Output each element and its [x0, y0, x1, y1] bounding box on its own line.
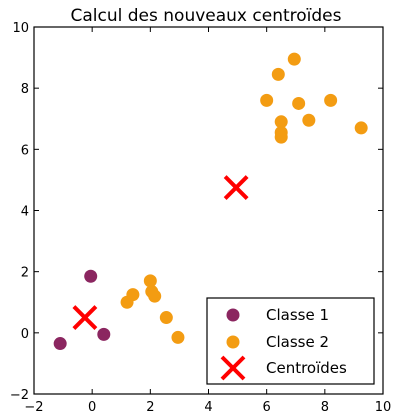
y-tick-label: 2 [21, 266, 29, 281]
data-point [274, 115, 288, 129]
legend-marker [226, 308, 240, 322]
y-tick-label: 8 [21, 82, 29, 97]
x-tick-label: 2 [146, 400, 154, 415]
x-tick-label: 4 [204, 400, 212, 415]
data-point [274, 130, 288, 144]
centroid-marker [223, 175, 249, 200]
y-tick-label: 4 [21, 205, 29, 220]
data-point [97, 327, 111, 341]
chart-title: Calcul des nouveaux centroïdes [71, 6, 342, 26]
y-tick-label: −2 [10, 388, 29, 403]
data-point [287, 52, 301, 66]
plot-marks [53, 52, 368, 351]
data-point [271, 67, 285, 81]
axis-ticks: −2 0 2 4 6 8 10 −2 0 2 4 6 8 10 [10, 21, 391, 415]
legend-label: Classe 1 [266, 306, 329, 324]
data-point [260, 93, 274, 107]
data-point [292, 96, 306, 110]
data-point [159, 311, 173, 325]
data-point [126, 288, 140, 302]
x-tick-label: −2 [24, 400, 43, 415]
centroid-marker [72, 305, 98, 330]
legend-label: Classe 2 [266, 333, 329, 351]
legend-marker [226, 335, 240, 349]
x-tick-label: 10 [375, 400, 392, 415]
data-point [84, 269, 98, 283]
y-tick-label: 6 [21, 143, 29, 158]
data-point [324, 93, 338, 107]
x-tick-label: 8 [321, 400, 329, 415]
data-point [143, 274, 157, 288]
legend-label: Centroïdes [266, 359, 347, 377]
y-tick-label: 0 [21, 327, 29, 342]
data-point [354, 121, 368, 135]
data-point [148, 289, 162, 303]
data-point [171, 330, 185, 344]
y-tick-label: 10 [12, 21, 29, 36]
data-point [302, 113, 316, 127]
x-tick-label: 0 [88, 400, 96, 415]
legend-marker [220, 355, 246, 381]
x-tick-label: 6 [263, 400, 271, 415]
legend: Classe 1 Classe 2 Centroïdes [206, 297, 375, 385]
data-point [53, 337, 67, 351]
